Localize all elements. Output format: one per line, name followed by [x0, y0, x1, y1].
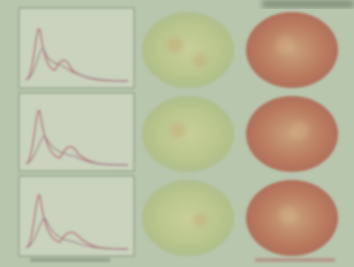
map-green: [142, 180, 234, 256]
axis-caption: [30, 258, 110, 262]
photo: [0, 0, 354, 267]
chart-panel: [19, 176, 134, 256]
map-green: [142, 96, 234, 172]
chart-panel: [19, 8, 134, 88]
slide-title: [262, 0, 354, 8]
map-green: [142, 12, 234, 88]
chart-panel: [19, 93, 134, 171]
charts: [19, 8, 134, 262]
colorbar: [255, 258, 335, 262]
